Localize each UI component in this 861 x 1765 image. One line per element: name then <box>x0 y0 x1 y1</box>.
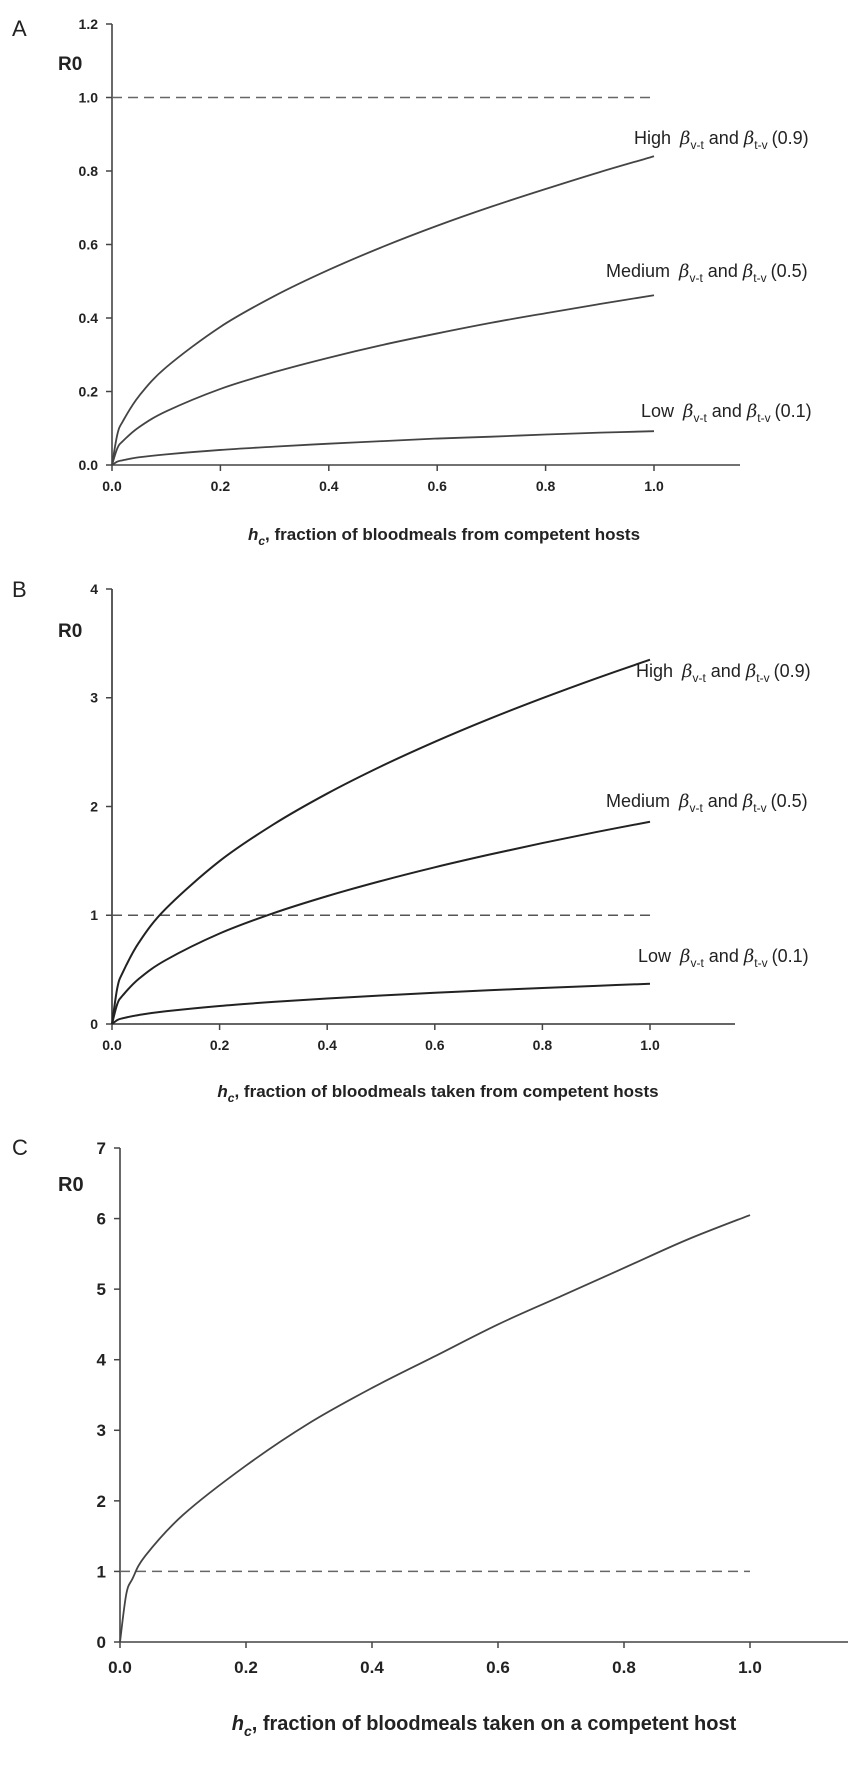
panel-a-xtick-label: 0.8 <box>536 478 556 494</box>
panel-a-label-medium: Medium βv-t and βt-v (0.5) <box>606 261 808 285</box>
panel-b-ytick-label: 4 <box>90 581 98 597</box>
panel-a-series-medium-line <box>111 294 655 466</box>
panel-b-xtick-label: 0.4 <box>317 1037 337 1053</box>
panel-b-xtick-label: 0.2 <box>210 1037 230 1053</box>
panel-c-ytick-label: 1 <box>97 1562 106 1581</box>
panel-a-xtick-label: 0.0 <box>102 478 122 494</box>
panel-a-ytick-label: 1.2 <box>79 16 99 32</box>
panel-a-xtick-label: 1.0 <box>644 478 664 494</box>
panel-a-series-high-line <box>111 155 655 466</box>
panel-c-ytick-label: 4 <box>97 1351 107 1370</box>
panel-c-ytick-label: 0 <box>97 1633 106 1652</box>
svg-text:R0: R0 <box>58 54 82 75</box>
panel-b-letter: B <box>12 577 27 602</box>
panel-b-xtick-label: 1.0 <box>640 1037 660 1053</box>
panel-c-ytick-label: 7 <box>97 1139 106 1158</box>
panel-b-ytick-label: 3 <box>90 690 98 706</box>
panel-a-ytick-label: 0.8 <box>79 163 99 179</box>
panel-b-series-high-line <box>111 658 651 1025</box>
panel-b-series-low-line <box>111 982 651 1025</box>
panel-a-ytick-label: 0.4 <box>79 310 99 326</box>
panel-a: A R0 0.0 0.2 0.4 0.6 0.8 1.0 1.2 0.0 0.2 0.4 0.6 0… <box>12 16 812 548</box>
panel-c-ytick-label: 6 <box>97 1210 106 1229</box>
svg-text:R0: R0 <box>58 621 82 642</box>
panel-a-ylabel-text: R0 <box>58 54 82 75</box>
panel-c-xtick-label: 0.6 <box>486 1658 510 1677</box>
panel-b-ylabel: R0 <box>58 621 82 642</box>
panel-a-ytick-label: 0.2 <box>79 383 99 399</box>
panel-a-xlabel: hc, fraction of bloodmeals from competen… <box>248 525 640 548</box>
panel-a-xtick-label: 0.4 <box>319 478 339 494</box>
panel-b-xtick-label: 0.8 <box>533 1037 553 1053</box>
panel-a-label-high: High βv-t and βt-v (0.9) <box>634 128 809 152</box>
panel-c-xlabel: hc, fraction of bloodmeals taken on a co… <box>232 1713 737 1739</box>
panel-c-letter: C <box>12 1135 28 1160</box>
panel-a-ylabel: R0 <box>58 54 82 75</box>
panel-a-ytick-label: 0.6 <box>79 236 99 252</box>
panel-a-letter: A <box>12 16 27 41</box>
panel-a-xtick-label: 0.6 <box>427 478 447 494</box>
panel-a-label-low: Low βv-t and βt-v (0.1) <box>641 401 812 425</box>
panel-b-label-low: Low βv-t and βt-v (0.1) <box>638 946 809 970</box>
panel-c-ylabel-text: R0 <box>58 1174 84 1196</box>
panel-b-series-medium-line <box>111 820 651 1025</box>
panel-c: C R0 0 1 2 3 4 5 6 7 0.0 0.2 0.4 0.6 0.8 1.0 hc, fra… <box>12 1135 848 1739</box>
panel-c-xtick-label: 1.0 <box>738 1658 762 1677</box>
panel-c-ytick-label: 5 <box>97 1280 106 1299</box>
panel-a-ytick-label: 1.0 <box>79 89 99 105</box>
panel-a-series-low-line <box>111 430 655 466</box>
panel-c-ytick-label: 3 <box>97 1421 106 1440</box>
panel-c-xtick-label: 0.2 <box>234 1658 258 1677</box>
panel-c-ytick-label: 2 <box>97 1492 106 1511</box>
panel-b-ytick-label: 0 <box>90 1016 98 1032</box>
panel-b-xlabel: hc, fraction of bloodmeals taken from co… <box>217 1082 658 1105</box>
panel-b-label-medium: Medium βv-t and βt-v (0.5) <box>606 791 808 815</box>
panel-b: B R0 0 1 2 3 4 0.0 0.2 0.4 0.6 0.8 1.0 High βv-t … <box>12 577 811 1105</box>
panel-b-ytick-label: 1 <box>90 907 98 923</box>
panel-c-xtick-label: 0.4 <box>360 1658 384 1677</box>
panel-c-ylabel: R0 <box>58 1174 84 1196</box>
panel-b-xtick-label: 0.0 <box>102 1037 122 1053</box>
panel-b-ytick-label: 2 <box>90 798 98 814</box>
svg-text:R0: R0 <box>58 1174 84 1196</box>
panel-b-ylabel-text: R0 <box>58 621 82 642</box>
panel-b-xtick-label: 0.6 <box>425 1037 445 1053</box>
panel-c-xtick-label: 0.8 <box>612 1658 636 1677</box>
panel-b-label-high: High βv-t and βt-v (0.9) <box>636 661 811 685</box>
panel-c-xtick-label: 0.0 <box>108 1658 132 1677</box>
panel-a-xtick-label: 0.2 <box>211 478 231 494</box>
panel-c-series-line <box>119 1214 751 1643</box>
panel-a-ytick-label: 0.0 <box>79 457 99 473</box>
